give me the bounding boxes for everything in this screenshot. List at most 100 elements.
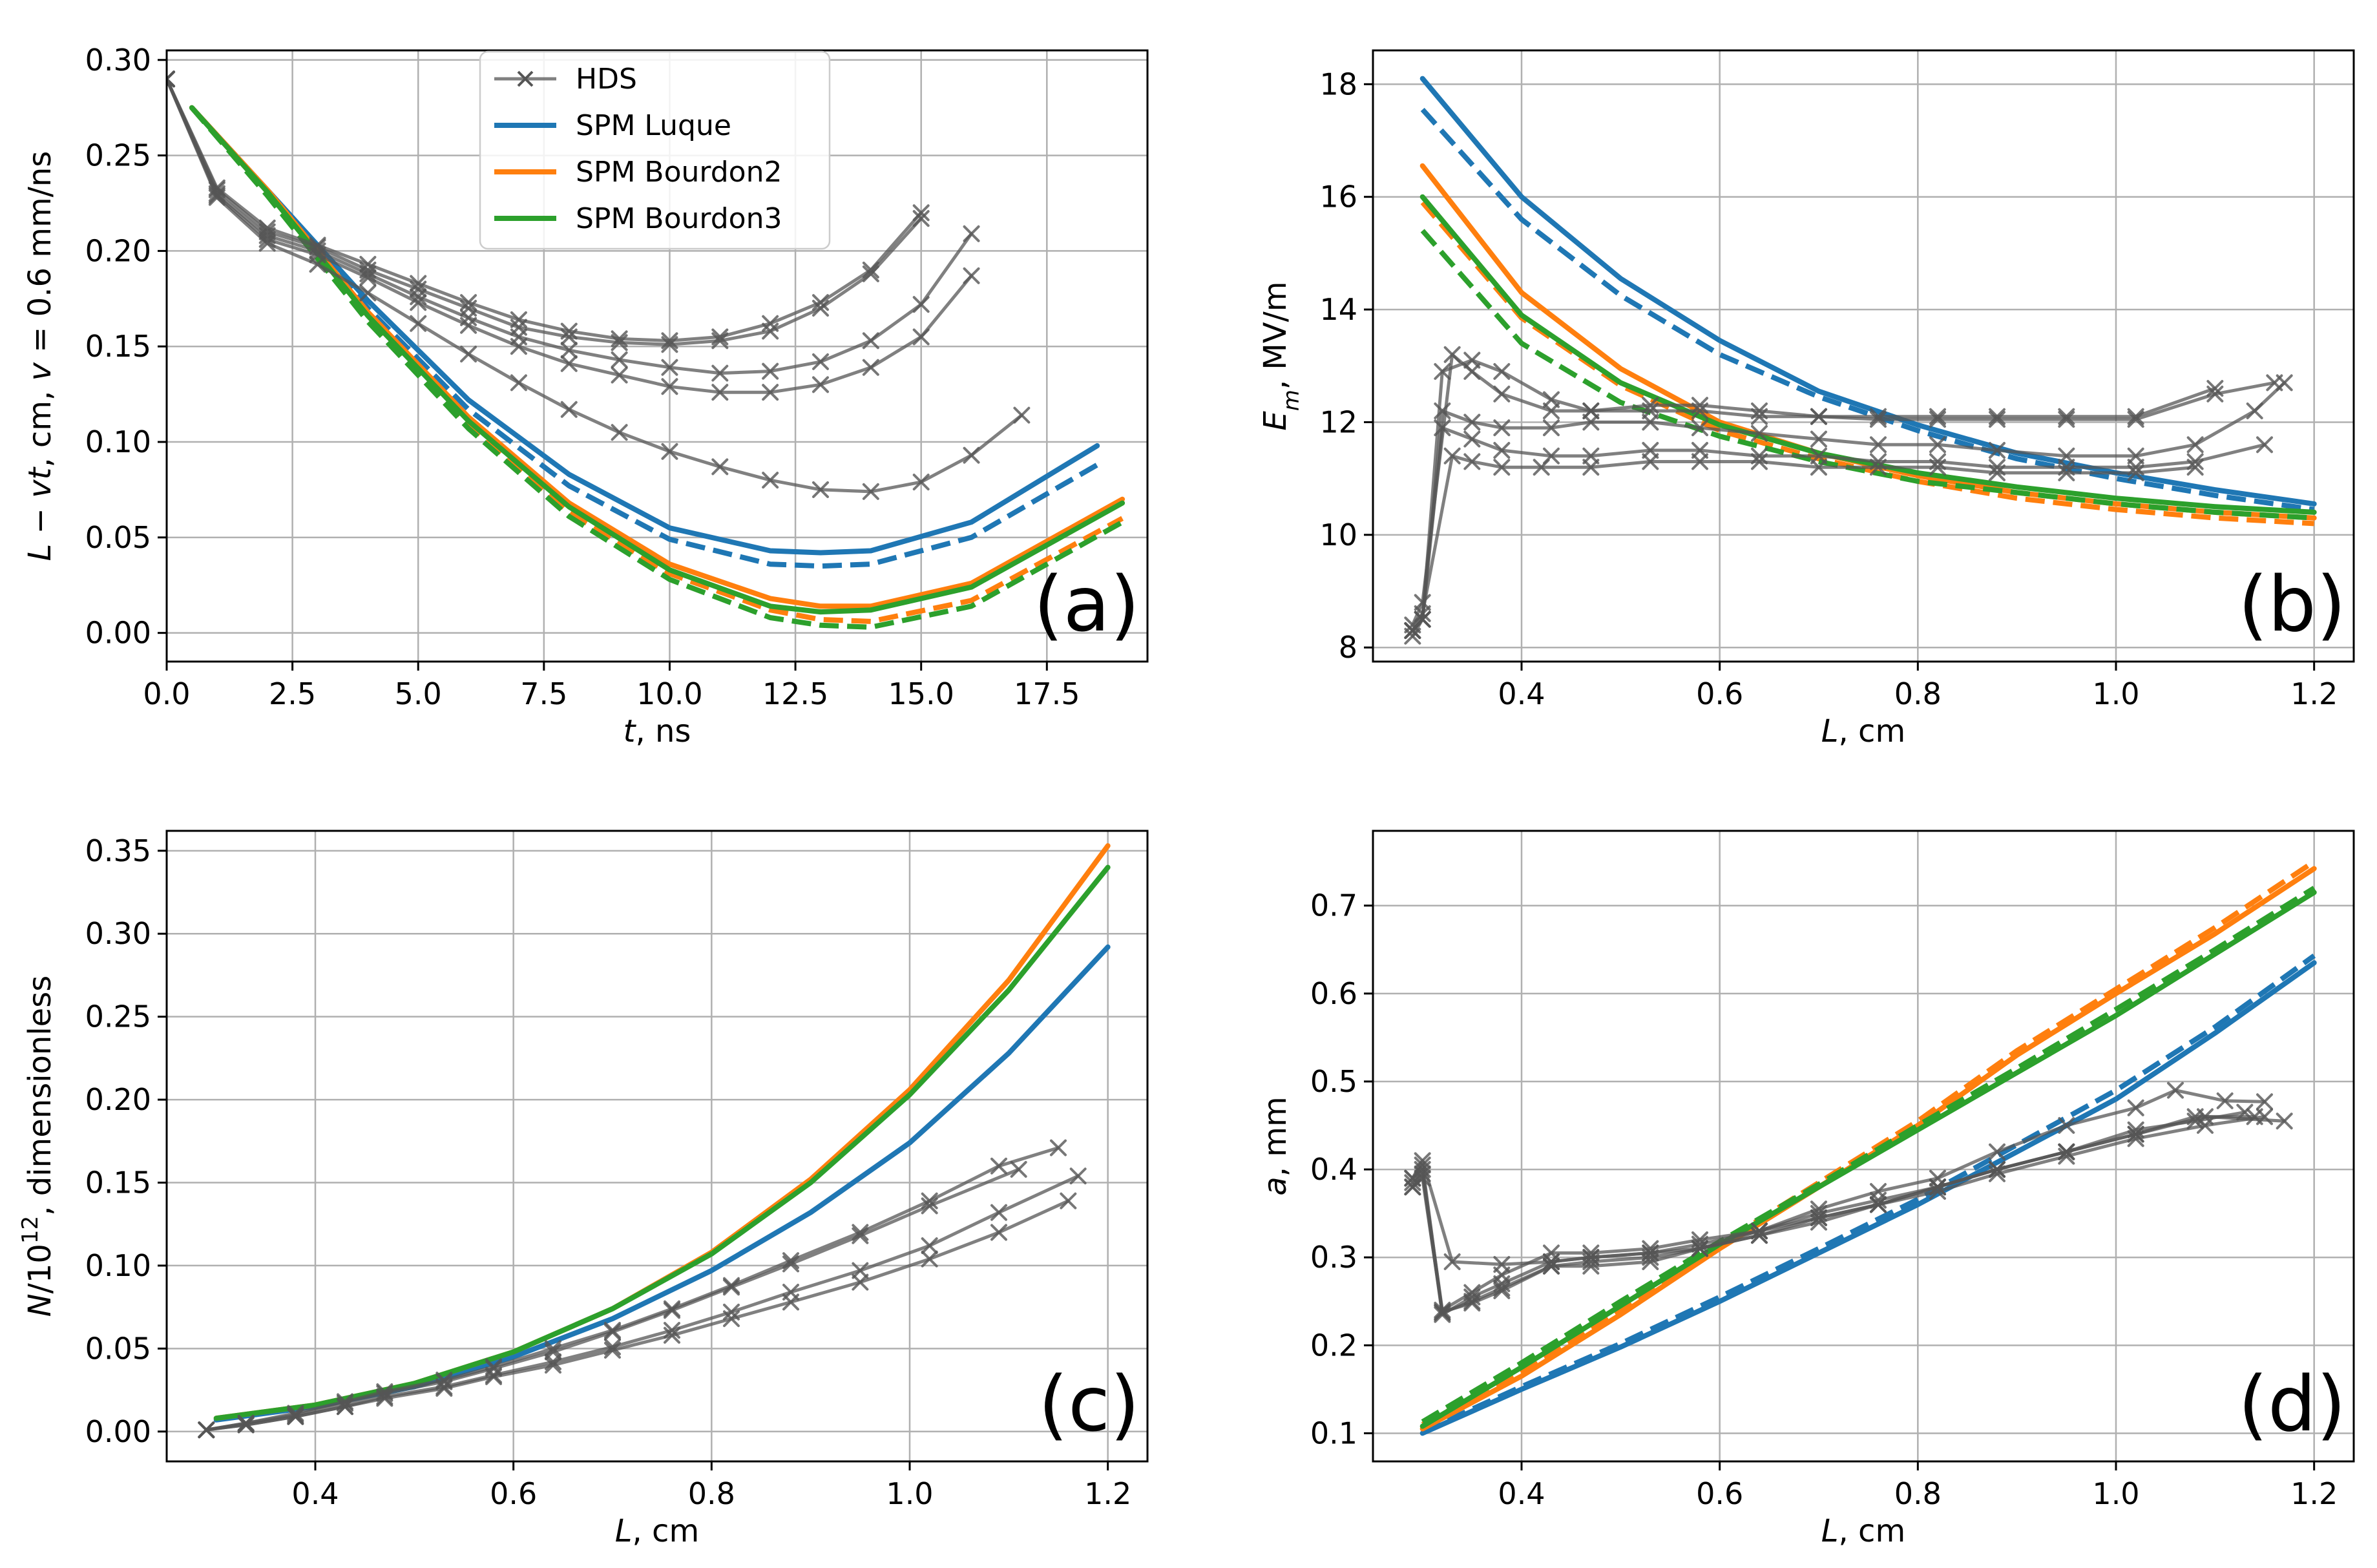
hds-point: [611, 424, 628, 441]
hds-point: [1582, 413, 1600, 431]
y-tick-label: 12: [1319, 404, 1357, 439]
x-axis-label: L, cm: [615, 1513, 699, 1549]
hds-point: [2186, 436, 2204, 454]
y-tick-label: 0.6: [1310, 976, 1357, 1011]
hds-point: [812, 481, 829, 498]
x-axis-label: L, cm: [1821, 713, 1905, 749]
hds-point: [208, 189, 225, 206]
hds-point: [2246, 402, 2263, 420]
x-tick-label: 0.0: [143, 676, 190, 711]
panel-tag: (a): [1034, 559, 1140, 649]
hds-point: [2058, 411, 2075, 428]
x-tick-label: 10.0: [636, 676, 702, 711]
hds-point: [2276, 1113, 2293, 1130]
hds-point: [782, 1293, 799, 1311]
hds-point: [560, 328, 578, 346]
hds-point: [2058, 408, 2075, 425]
y-tick-label: 0.35: [85, 833, 151, 868]
hds-point: [1582, 459, 1600, 476]
x-tick-label: 1.0: [2092, 1476, 2139, 1511]
hds-point: [287, 1408, 304, 1425]
hds-point: [460, 317, 477, 334]
hds-point: [862, 265, 879, 282]
hds-point: [963, 267, 980, 284]
hds-point: [1810, 1209, 1827, 1226]
plot-area: [1404, 76, 2317, 645]
y-tick-label: 0.05: [85, 1331, 151, 1366]
series-hds-0: [198, 1139, 1067, 1439]
hds-point: [2186, 1113, 2204, 1130]
x-tick-label: 2.5: [269, 676, 316, 711]
series-bourdon3-solid: [1419, 890, 2317, 1429]
hds-point: [1870, 408, 1887, 425]
series-hds-0: [1404, 351, 2283, 640]
hds-point: [661, 359, 678, 376]
hds-point: [1870, 436, 1887, 454]
hds-point: [812, 376, 829, 393]
x-tick-label: 0.4: [291, 1476, 339, 1511]
hds-point: [990, 1157, 1007, 1175]
hds-point: [1493, 442, 1511, 459]
hds-point: [1010, 1160, 1027, 1178]
hds-point: [762, 472, 779, 489]
hds-line: [1410, 1089, 2267, 1266]
hds-point: [762, 362, 779, 380]
hds-point: [963, 225, 980, 242]
y-tick-label: 0.00: [85, 616, 151, 651]
hds-line: [167, 77, 1023, 494]
hds-point: [1810, 408, 1827, 425]
hds-point: [1543, 419, 1560, 437]
panel-c: 0.4 0.6 0.8 1.0 1.2 0.00 0.05 0.10 0.15 0.20 0.25 0…: [17, 830, 1149, 1549]
hds-line: [167, 77, 923, 346]
hds-point: [723, 1310, 740, 1328]
y-tick-label: 0.15: [85, 1166, 151, 1200]
hds-line: [204, 1199, 1070, 1432]
legend-entry-bourdon2: SPM Bourdon2: [494, 156, 782, 189]
hds-line: [204, 1167, 1021, 1432]
hds-point: [1751, 1227, 1768, 1244]
hds-point: [1642, 1253, 1659, 1270]
hds-point: [1929, 1178, 1946, 1196]
hds-point: [2127, 408, 2144, 425]
x-tick-label: 0.4: [1498, 1476, 1545, 1511]
series-hds-4: [1404, 1103, 2254, 1321]
y-tick-label: 0.1: [1310, 1416, 1357, 1450]
hds-point: [1751, 402, 1768, 420]
hds-point: [1929, 408, 1946, 425]
hds-point: [1642, 397, 1659, 414]
series-bourdon3-solid: [1419, 194, 2317, 515]
hds-point: [560, 342, 578, 359]
hds-point: [990, 1224, 1007, 1241]
hds-point: [2167, 1082, 2184, 1099]
series-hds-3: [1404, 419, 2273, 640]
series-luque-solid: [1419, 960, 2317, 1436]
x-tick-label: 1.0: [886, 1476, 933, 1511]
series-bourdon2-dashed: [189, 106, 1124, 624]
hds-point: [1463, 362, 1481, 380]
hds-point: [1810, 430, 1827, 448]
x-axis-label: t, ns: [623, 713, 691, 749]
y-tick-label: 0.25: [85, 999, 151, 1034]
hds-point: [1493, 419, 1511, 437]
hds-point: [410, 315, 427, 332]
x-tick-label: 0.6: [1696, 676, 1743, 711]
hds-point: [912, 204, 930, 222]
hds-point: [1642, 413, 1659, 431]
panel-tag: (b): [2238, 559, 2346, 649]
x-tick-label: 5.0: [395, 676, 442, 711]
hds-point: [862, 483, 879, 500]
hds-point: [485, 1368, 502, 1386]
series-hds-2: [1404, 374, 2293, 645]
hds-point: [912, 328, 930, 346]
hds-point: [1434, 1304, 1451, 1321]
hds-point: [510, 338, 527, 355]
panel-tag: (d): [2238, 1359, 2346, 1448]
hds-line: [204, 1146, 1060, 1432]
hds-point: [560, 401, 578, 418]
hds-point: [1414, 605, 1431, 622]
hds-point: [1582, 1257, 1600, 1275]
hds-point: [1404, 1169, 1421, 1187]
series-hds-4: [1404, 447, 2204, 640]
hds-point: [1493, 1279, 1511, 1297]
hds-point: [1691, 397, 1708, 414]
